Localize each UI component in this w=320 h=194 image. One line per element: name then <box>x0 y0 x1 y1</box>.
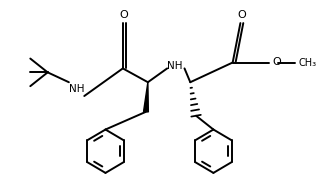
Text: NH: NH <box>167 61 183 71</box>
Text: CH₃: CH₃ <box>298 57 316 68</box>
Text: O: O <box>119 10 128 20</box>
Text: NH: NH <box>69 84 84 94</box>
Text: O: O <box>272 56 281 67</box>
Polygon shape <box>144 82 148 112</box>
Text: O: O <box>237 10 246 20</box>
